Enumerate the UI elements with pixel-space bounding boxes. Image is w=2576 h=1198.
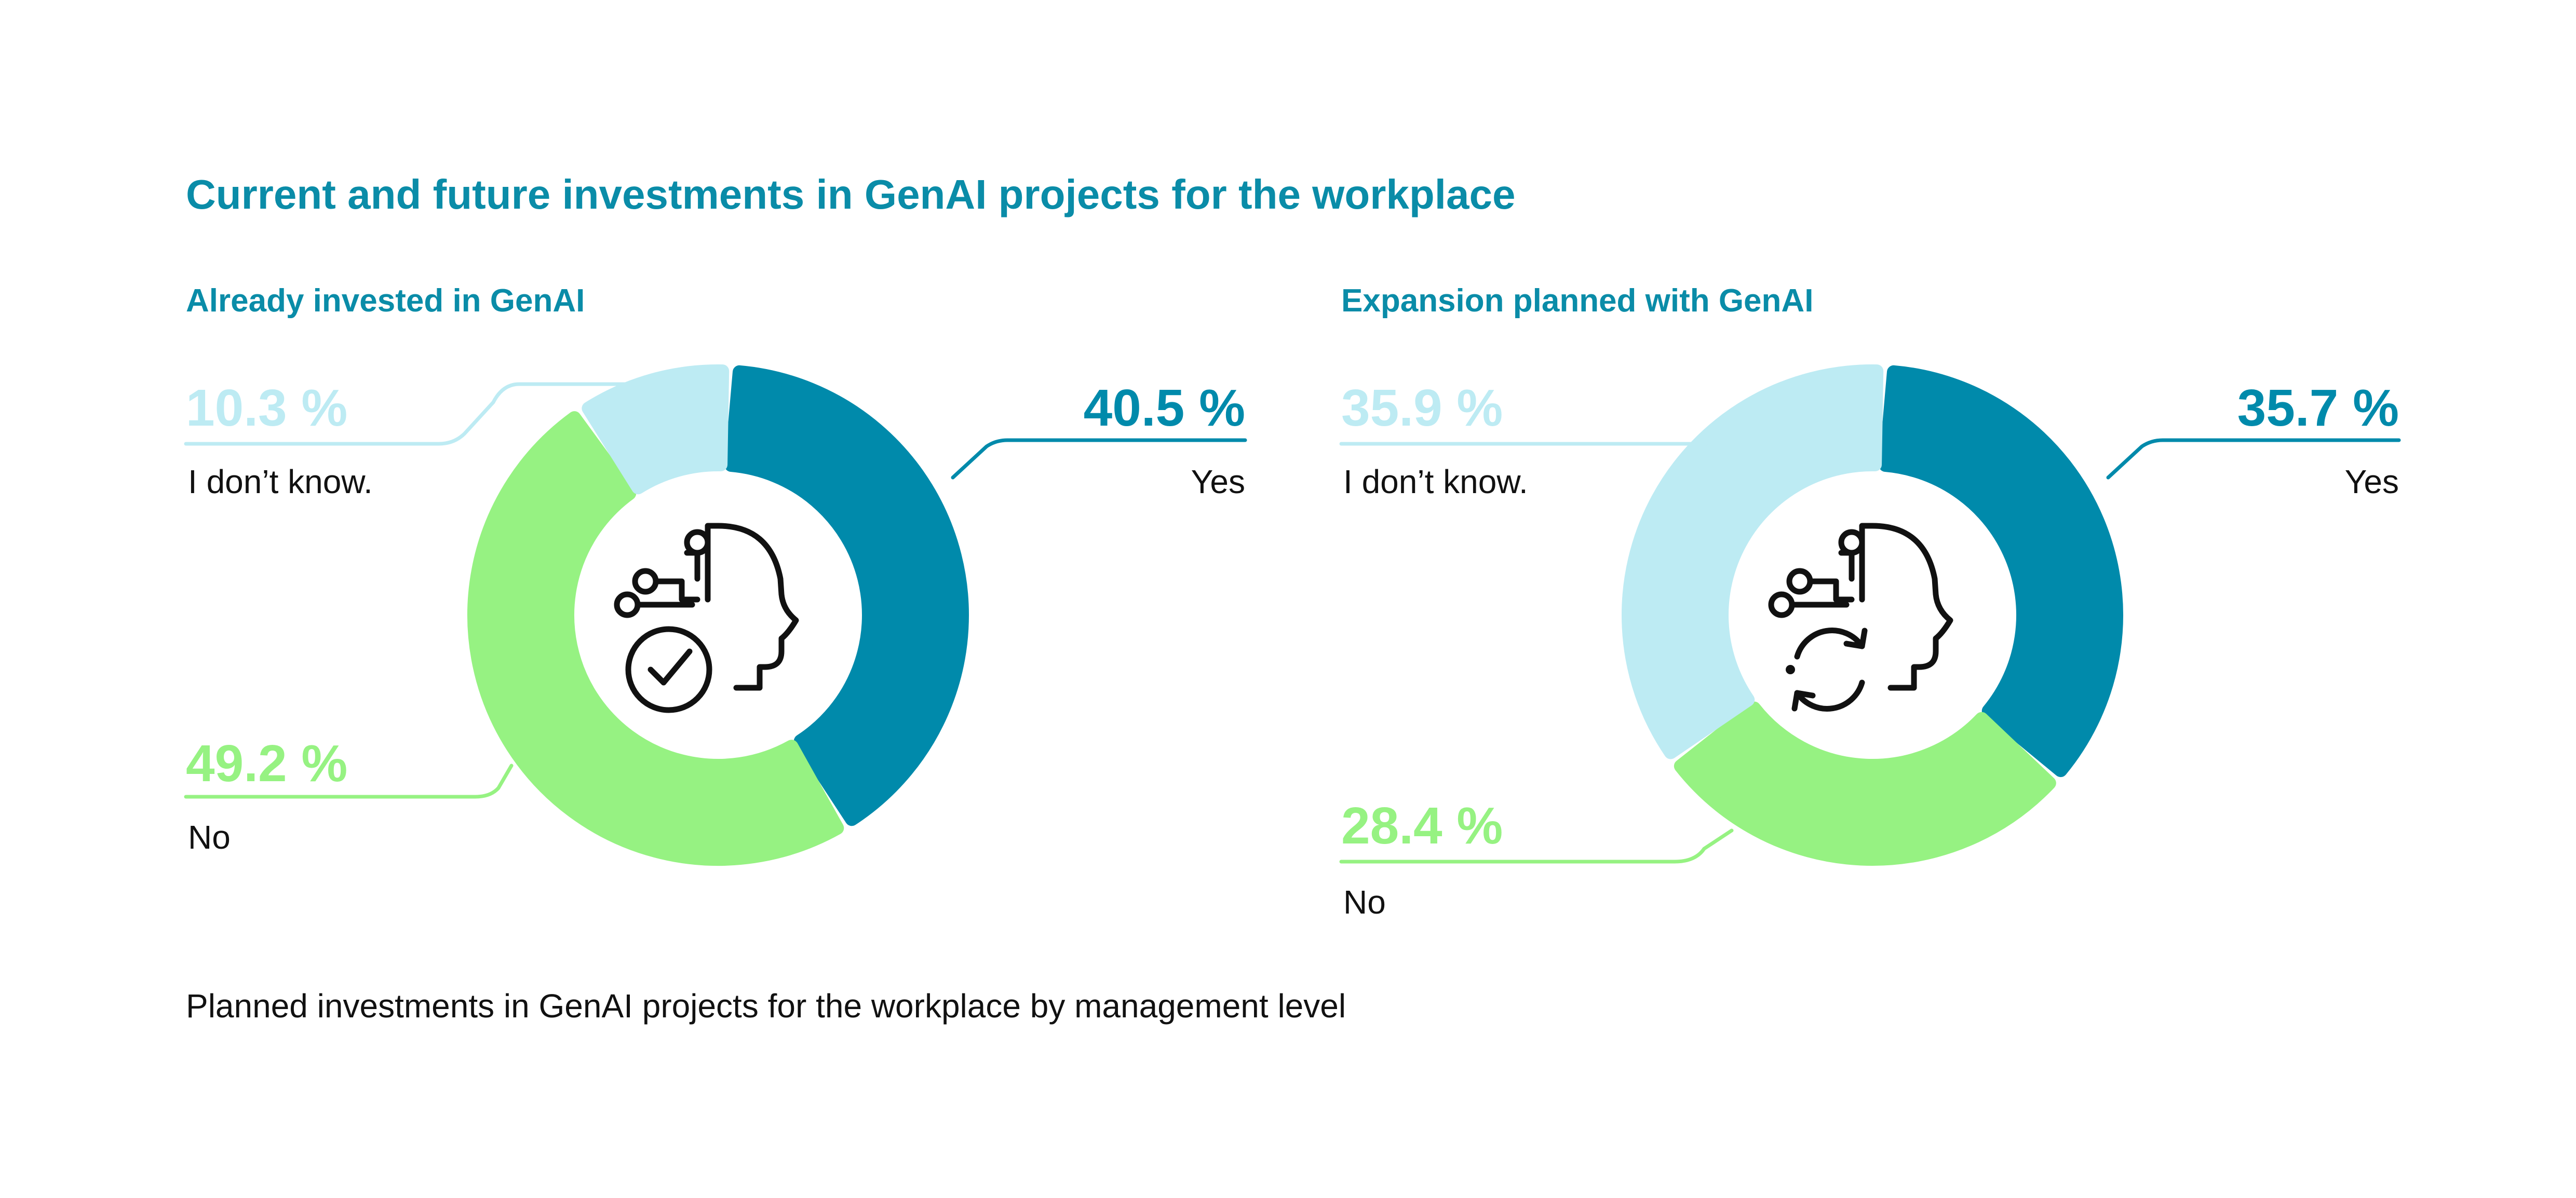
- slice-no: [1674, 701, 2056, 866]
- value-label: 28.4 %: [1341, 797, 1503, 855]
- value-label: 49.2 %: [186, 734, 347, 793]
- leader-line: [184, 764, 514, 799]
- category-label: Yes: [1191, 463, 1245, 500]
- value-label: 35.9 %: [1341, 379, 1503, 437]
- leader-line: [184, 382, 641, 446]
- slice-yes: [724, 365, 969, 826]
- category-label: No: [188, 819, 231, 856]
- category-label: I don’t know.: [1343, 463, 1528, 500]
- footnote: Planned investments in GenAI projects fo…: [186, 987, 1346, 1025]
- slice-no: [467, 411, 844, 866]
- value-label: 40.5 %: [1084, 379, 1245, 437]
- slice-i-don-t-know: [1622, 364, 1884, 759]
- donut-chart-2: Expansion planned with GenAI 35.7 % Yes 28.…: [1339, 283, 2401, 921]
- value-label: 35.7 %: [2237, 379, 2399, 437]
- page-title: Current and future investments in GenAI …: [186, 171, 1516, 217]
- chart-title: Expansion planned with GenAI: [1341, 283, 1813, 319]
- donut-chart-1: Already invested in GenAI 40.5 % Yes 49.2 %…: [184, 283, 1247, 866]
- category-label: I don’t know.: [188, 463, 373, 500]
- slice-i-don-t-know: [582, 364, 730, 495]
- value-label: 10.3 %: [186, 379, 347, 437]
- leader-line: [1339, 828, 1734, 864]
- slice-yes: [1879, 365, 2123, 778]
- leader-line: [2106, 438, 2401, 480]
- leader-line: [951, 438, 1247, 480]
- category-label: Yes: [2345, 463, 2399, 500]
- category-label: No: [1343, 883, 1386, 921]
- chart-title: Already invested in GenAI: [186, 283, 585, 319]
- ai-head-refresh-icon: [1768, 523, 1953, 712]
- ai-head-check-icon: [614, 523, 799, 713]
